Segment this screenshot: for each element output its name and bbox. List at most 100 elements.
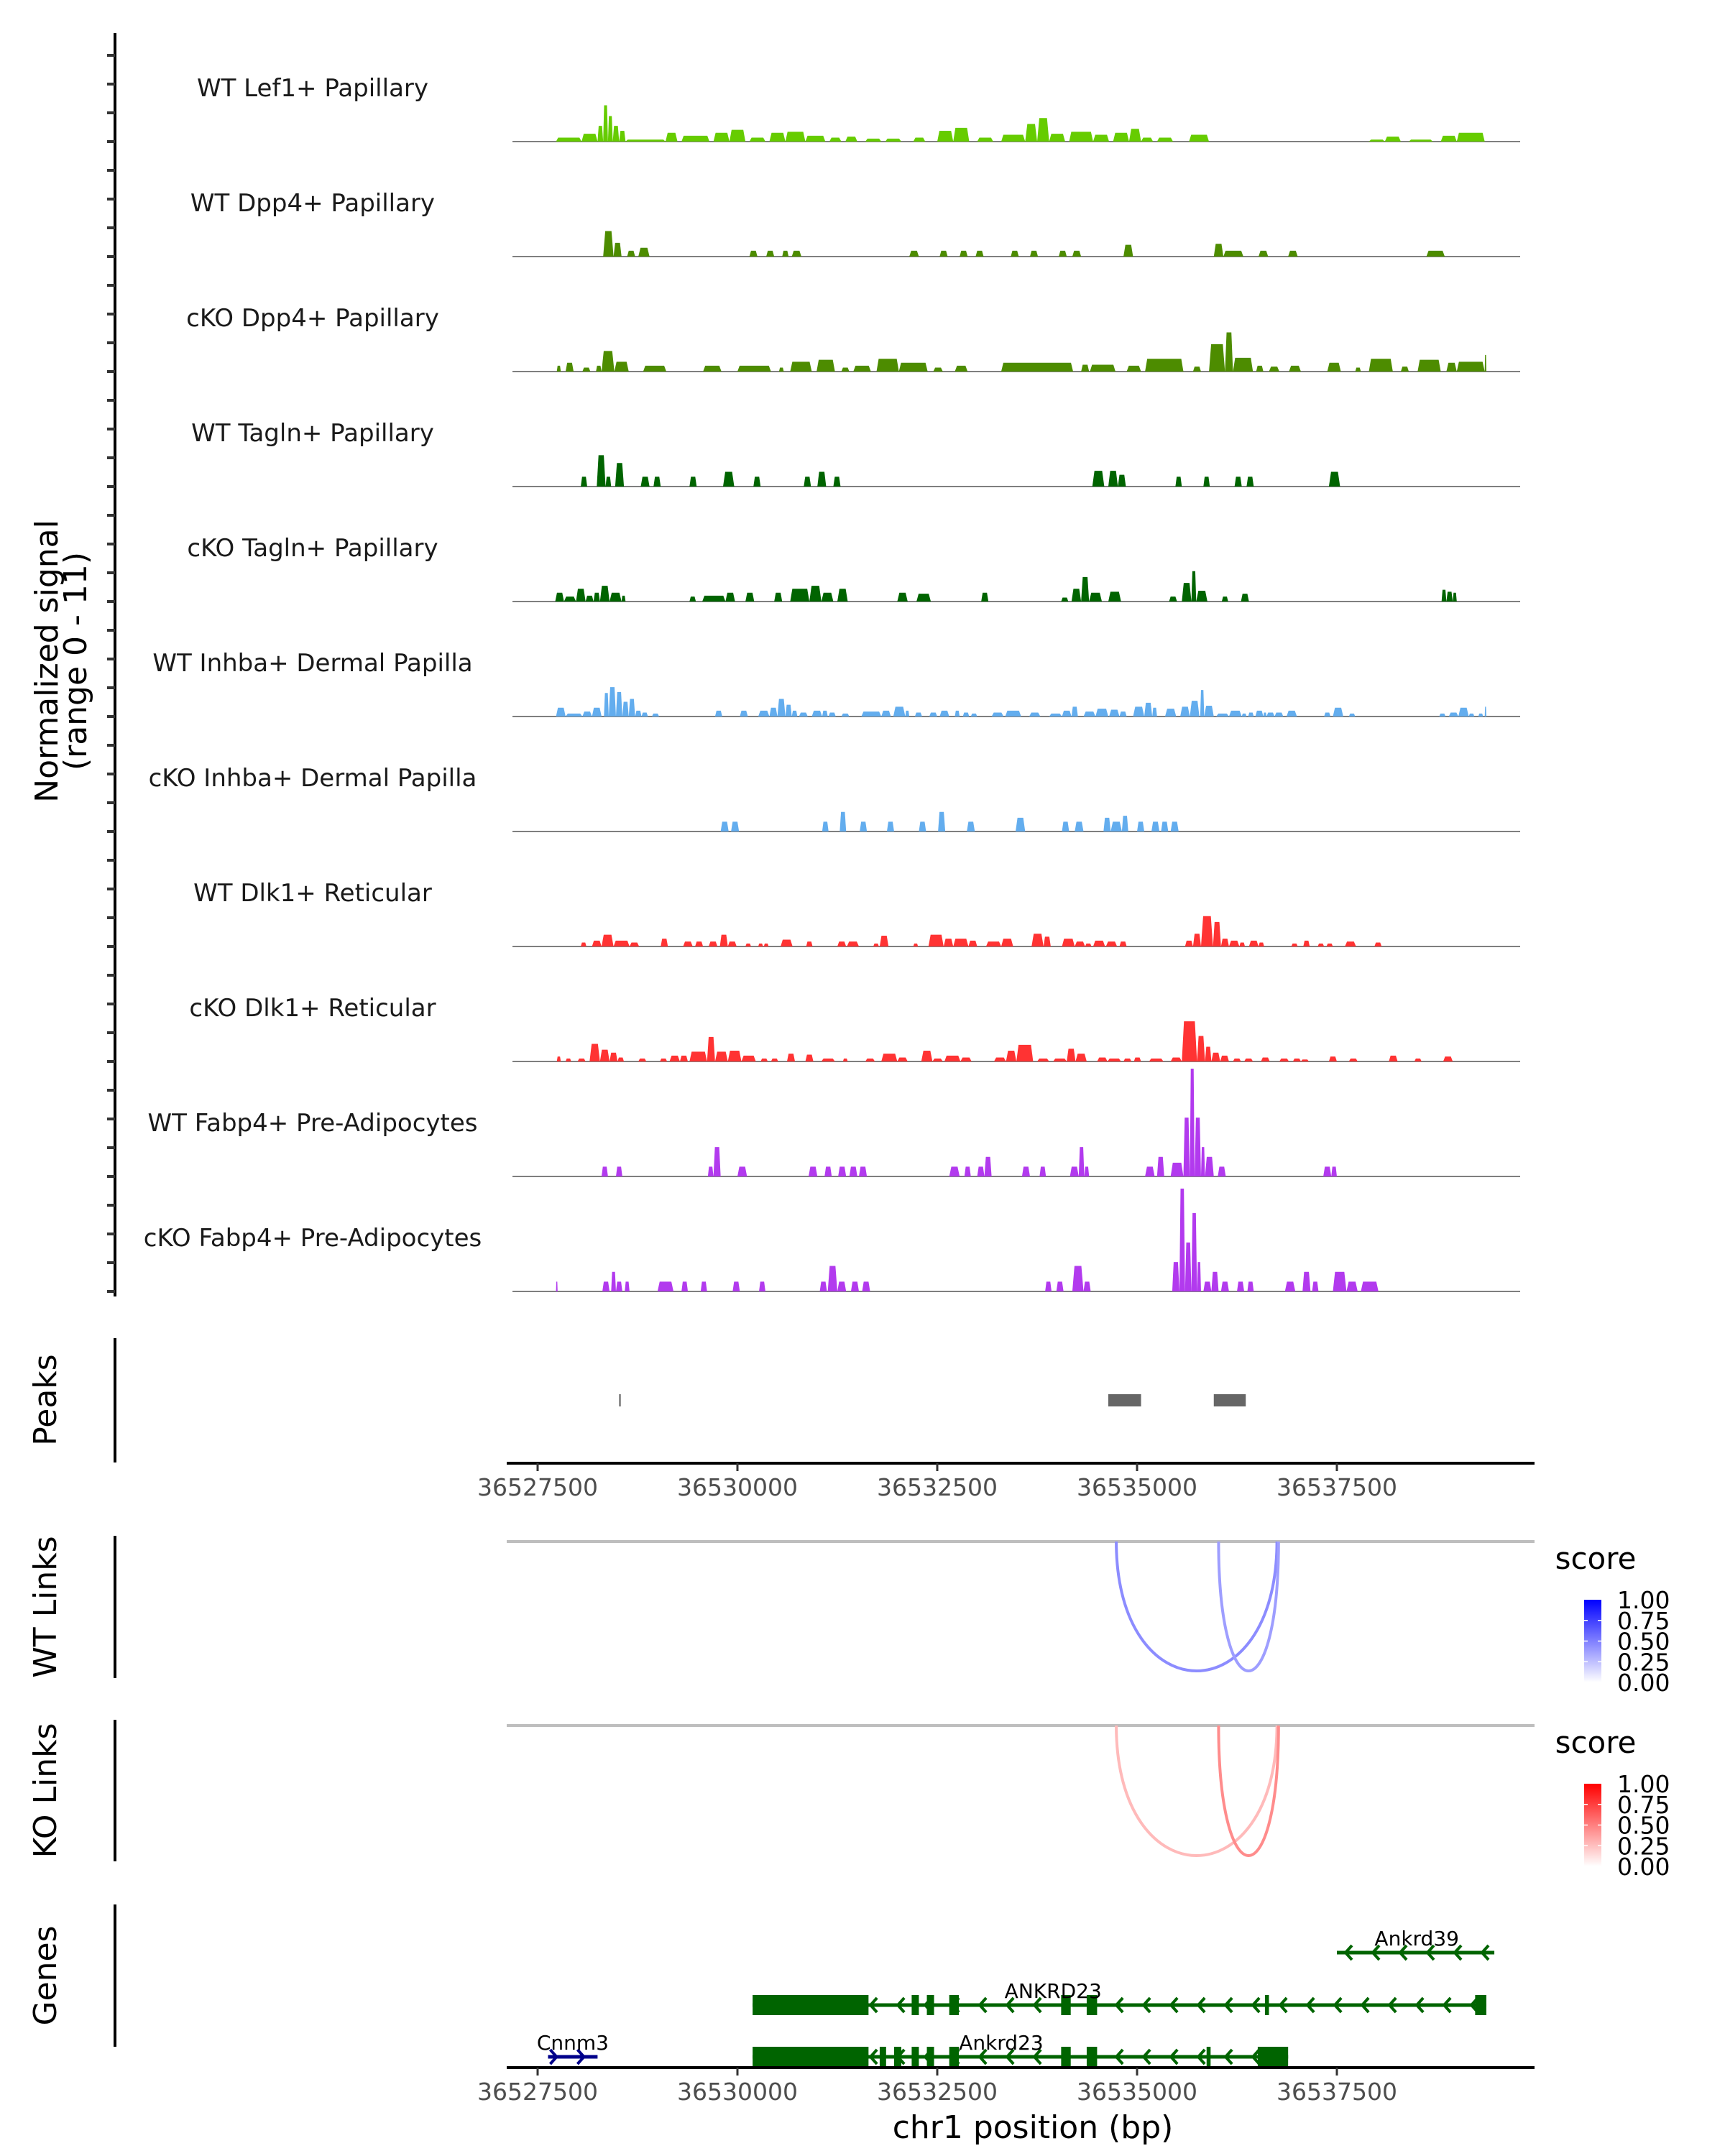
coverage-bar bbox=[1200, 1147, 1205, 1176]
coverage-bar bbox=[782, 250, 789, 257]
coverage-bar bbox=[732, 1281, 740, 1291]
coverage-bar bbox=[1092, 134, 1110, 142]
coverage-bar bbox=[824, 1166, 832, 1176]
coverage-bar bbox=[643, 365, 667, 372]
coverage-bar bbox=[603, 231, 614, 257]
coverage-bar bbox=[1107, 1058, 1121, 1061]
coverage-bar bbox=[615, 1166, 622, 1176]
coverage-bar bbox=[1191, 1212, 1197, 1291]
strand-arrow-icon bbox=[1005, 1996, 1015, 2014]
coverage-bar bbox=[821, 592, 834, 602]
peaks-label: Peaks bbox=[27, 1354, 64, 1445]
gene-exon bbox=[949, 1995, 960, 2015]
coverage-bar bbox=[1440, 135, 1457, 142]
coverage-bar bbox=[1170, 1057, 1182, 1061]
strand-arrow-icon bbox=[1196, 1996, 1206, 2014]
coverage-bar bbox=[859, 1166, 868, 1176]
coverage-bar bbox=[1259, 250, 1269, 257]
coverage-bar bbox=[661, 939, 668, 946]
coverage-bar bbox=[1233, 1058, 1241, 1061]
coverage-bar bbox=[774, 592, 783, 602]
coverage-bar bbox=[993, 1057, 1006, 1061]
coverage-bar bbox=[1220, 939, 1229, 946]
coverage-bar bbox=[601, 934, 614, 946]
coverage-bar bbox=[1011, 250, 1019, 257]
coverage-bar bbox=[731, 821, 740, 831]
coverage-bar bbox=[991, 712, 1004, 717]
coverage-bar bbox=[727, 941, 737, 946]
coverage-bar bbox=[790, 361, 812, 372]
coverage-bar bbox=[622, 701, 629, 717]
coverage-bar bbox=[967, 821, 975, 831]
coverage-bar bbox=[769, 132, 786, 142]
coverage-bar bbox=[938, 811, 946, 831]
coverage-bar bbox=[962, 712, 970, 717]
coverage-bar bbox=[1081, 364, 1090, 372]
coverage-bar bbox=[939, 710, 949, 717]
coverage-bar bbox=[1190, 1069, 1195, 1176]
coverage-bar bbox=[581, 134, 598, 142]
track-label: cKO Inhba+ Dermal Papilla bbox=[149, 764, 477, 793]
coverage-bar bbox=[853, 365, 871, 372]
coverage-bar bbox=[628, 699, 635, 717]
coverage-bar bbox=[1355, 367, 1361, 372]
coverage-bar bbox=[1056, 1281, 1064, 1291]
coverage-bar bbox=[1204, 706, 1214, 717]
coverage-bar bbox=[753, 476, 761, 487]
coverage-bar bbox=[1071, 589, 1082, 602]
coverage-bar bbox=[1446, 362, 1457, 372]
coverage-bar bbox=[1284, 1281, 1296, 1291]
coverage-bar bbox=[1151, 821, 1160, 831]
coverage-bar bbox=[1156, 1156, 1164, 1176]
coverage-bar bbox=[1289, 365, 1301, 372]
coverage-bar bbox=[612, 126, 620, 142]
coverage-bar bbox=[1368, 359, 1393, 372]
coverage-bar bbox=[1053, 1058, 1067, 1061]
coverage-bar bbox=[713, 1147, 721, 1176]
coverage-bar bbox=[1170, 1162, 1184, 1176]
strand-arrow-icon bbox=[1305, 1996, 1315, 2014]
coverage-bar bbox=[909, 250, 919, 257]
gene-exon bbox=[949, 2047, 960, 2067]
coverage-bar bbox=[886, 821, 894, 831]
coverage-bar bbox=[1062, 821, 1070, 831]
coverage-bar bbox=[1045, 1281, 1052, 1291]
coverage-bar bbox=[1291, 943, 1298, 946]
coverage-bar bbox=[984, 1156, 992, 1176]
coverage-bar bbox=[1218, 1166, 1226, 1176]
link-arc bbox=[1115, 1725, 1279, 1857]
strand-arrow-icon bbox=[1425, 1944, 1435, 1961]
coverage-bar bbox=[841, 713, 850, 717]
x-tick-label: 36537500 bbox=[1276, 1473, 1397, 1501]
coverage-bar bbox=[1458, 707, 1469, 717]
coverage-bar bbox=[977, 137, 993, 142]
coverage-bar bbox=[1209, 344, 1225, 372]
coverage-bar bbox=[1409, 139, 1433, 142]
coverage-bar bbox=[1000, 134, 1026, 142]
coverage-bar bbox=[1108, 471, 1118, 487]
coverage-bar bbox=[1119, 711, 1127, 717]
coverage-bar bbox=[1317, 943, 1325, 946]
legend-tick-label: 1.00 bbox=[1617, 1586, 1670, 1614]
gene-label: Ankrd23 bbox=[959, 2031, 1044, 2055]
coverage-bar bbox=[1279, 1058, 1289, 1061]
coverage-bar bbox=[842, 1058, 848, 1061]
strand-arrow-icon bbox=[1005, 2048, 1015, 2065]
coverage-bar bbox=[1327, 362, 1341, 372]
coverage-bar bbox=[1389, 1055, 1398, 1061]
score-legend: score 1.000.750.500.250.00 bbox=[1555, 1541, 1670, 1697]
coverage-bar bbox=[790, 589, 810, 602]
track-label: cKO Dpp4+ Papillary bbox=[186, 304, 439, 333]
coverage-bar bbox=[613, 940, 630, 946]
coverage-bar bbox=[1172, 1262, 1179, 1291]
coverage-bar bbox=[1029, 250, 1039, 257]
coverage-bar bbox=[1213, 244, 1224, 257]
strand-arrow-icon bbox=[1032, 1996, 1042, 2014]
coverage-bar bbox=[865, 1058, 875, 1061]
coverage-bar bbox=[1071, 706, 1078, 717]
coverage-bar bbox=[805, 135, 826, 142]
coverage-track: WT Fabp4+ Pre-Adipocytes bbox=[148, 1069, 1520, 1177]
coverage-bar bbox=[1169, 596, 1177, 602]
x-tick-label: 36530000 bbox=[677, 1473, 798, 1501]
coverage-bar bbox=[791, 250, 801, 257]
